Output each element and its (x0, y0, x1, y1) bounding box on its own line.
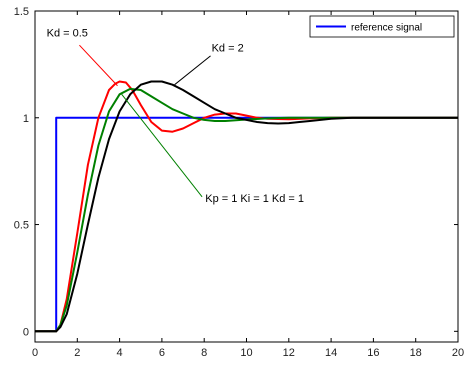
anno-kd05-leader (79, 44, 118, 87)
axis-ticks: 0 2 4 6 8 10 12 14 16 18 20 0 0.5 1 1.5 (14, 6, 464, 359)
anno-kd05-label: Kd = 0.5 (47, 28, 88, 40)
x-tick-label: 14 (325, 347, 337, 359)
series-line-kd-2 (35, 80, 458, 333)
x-tick-label: 12 (283, 347, 295, 359)
legend-frame (309, 15, 455, 38)
anno-kp1-leader (121, 93, 203, 198)
x-tick-label: 2 (74, 347, 80, 359)
x-tick-label: 20 (452, 347, 464, 359)
x-tick-label: 6 (159, 347, 165, 359)
legend: reference signal (309, 15, 455, 38)
x-tick-label: 0 (32, 347, 38, 359)
x-tick-label: 4 (117, 347, 123, 359)
annotation-layer: Kd = 0.5 Kd = 2 Kp = 1 Ki = 1 Kd = 1 (47, 28, 304, 206)
series-layer (35, 80, 458, 333)
y-tick-label: 1 (23, 113, 29, 125)
y-tick-label: 0.5 (14, 220, 29, 232)
series-line-kp-1-ki-1-kd-1 (35, 87, 458, 333)
anno-kd2-leader (174, 55, 211, 86)
x-tick-label: 8 (201, 347, 207, 359)
legend-label-reference-signal: reference signal (351, 23, 422, 34)
x-tick-label: 18 (410, 347, 422, 359)
x-tick-label: 10 (240, 347, 252, 359)
anno-kd2-label: Kd = 2 (212, 43, 244, 55)
y-tick-label: 1.5 (14, 6, 29, 18)
anno-kp1-label: Kp = 1 Ki = 1 Kd = 1 (205, 193, 304, 205)
y-tick-label: 0 (23, 326, 29, 338)
x-tick-label: 16 (367, 347, 379, 359)
